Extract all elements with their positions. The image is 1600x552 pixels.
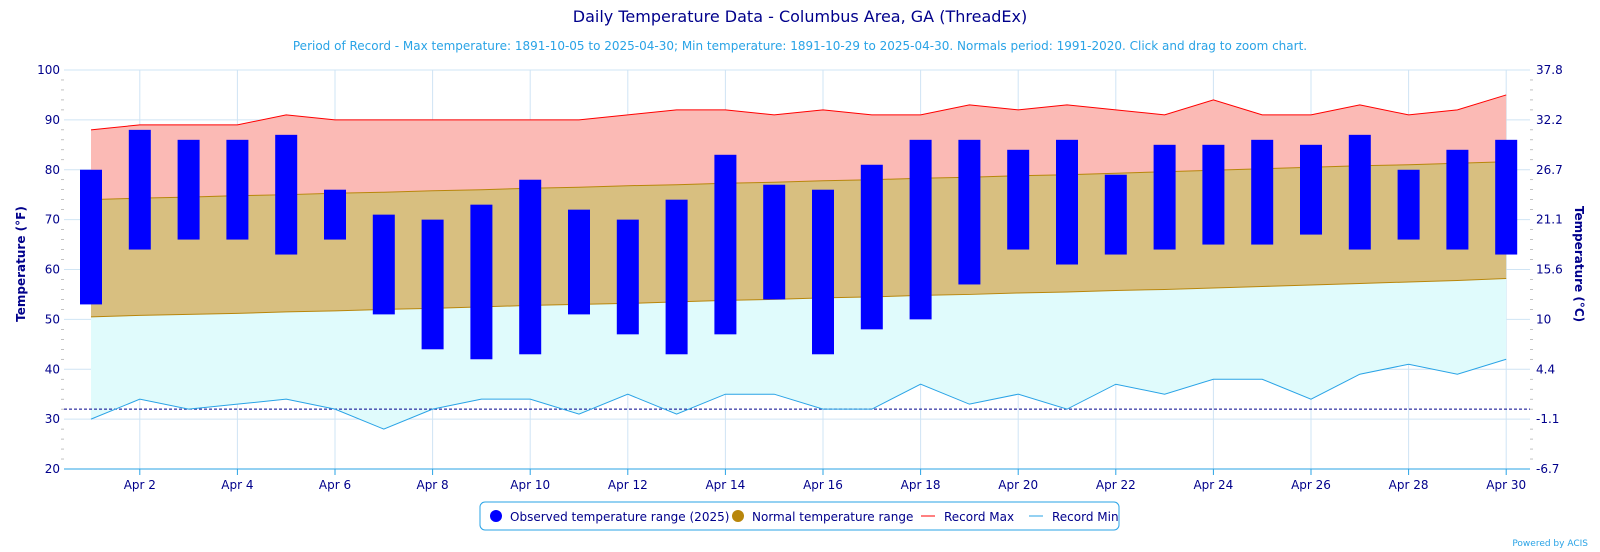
- observed-range-bar[interactable]: [275, 134, 298, 255]
- x-tick-label: Apr 22: [1096, 478, 1136, 492]
- y2-tick-label: 21.1: [1536, 213, 1563, 227]
- observed-range-bar[interactable]: [568, 209, 590, 315]
- observed-range-bar[interactable]: [324, 189, 346, 240]
- y2-tick-label: 15.6: [1536, 263, 1563, 277]
- record-min-line[interactable]: [90, 358, 1507, 430]
- y-tick-label: 100: [37, 63, 60, 77]
- observed-range-bar[interactable]: [1153, 144, 1176, 250]
- observed-range-bar[interactable]: [714, 154, 737, 335]
- observed-range-bar[interactable]: [1300, 144, 1322, 235]
- y-tick-label: 20: [45, 462, 60, 476]
- x-tick-label: Apr 24: [1193, 478, 1233, 492]
- legend-observed-swatch[interactable]: [490, 510, 502, 522]
- record-max-line[interactable]: [90, 94, 1507, 131]
- record-max-band: [91, 94, 1507, 200]
- observed-range-bar[interactable]: [958, 139, 981, 285]
- y-tick-label: 60: [45, 263, 60, 277]
- y-axis-right: -6.7 -1.1 4.4 10 15.6 21.1 26.7 32.2 37.8: [1536, 63, 1563, 476]
- observed-range-bar[interactable]: [1056, 139, 1078, 265]
- x-tick-label: Apr 16: [803, 478, 843, 492]
- y-tick-label: 80: [45, 163, 60, 177]
- observed-range-bar[interactable]: [177, 139, 200, 240]
- record-lines: [64, 94, 1530, 430]
- credit-link[interactable]: Powered by ACIS: [1512, 539, 1588, 549]
- legend-observed-label[interactable]: Observed temperature range (2025): [510, 510, 729, 524]
- y-tick-label: 50: [45, 312, 60, 326]
- plot-areas: [90, 94, 1507, 430]
- x-tick-label: Apr 18: [901, 478, 941, 492]
- observed-range-bar[interactable]: [1495, 139, 1518, 255]
- y2-tick-label: 32.2: [1536, 113, 1563, 127]
- y2-tick-label: -6.7: [1536, 462, 1559, 476]
- chart-title: Daily Temperature Data - Columbus Area, …: [573, 7, 1027, 26]
- observed-range-bar[interactable]: [665, 199, 688, 355]
- observed-range-bar[interactable]: [909, 139, 932, 320]
- observed-range-bar[interactable]: [519, 179, 542, 355]
- x-tick-label: Apr 10: [510, 478, 550, 492]
- observed-range-bar[interactable]: [421, 219, 444, 350]
- y-tick-label: 70: [45, 213, 60, 227]
- observed-range-bar[interactable]: [128, 129, 151, 250]
- x-axis: Apr 2 Apr 4 Apr 6 Apr 8 Apr 10 Apr 12 Apr 14 Ap…: [124, 478, 1526, 492]
- x-tick-label: Apr 8: [416, 478, 448, 492]
- y2-tick-label: 26.7: [1536, 163, 1563, 177]
- legend-normal-label[interactable]: Normal temperature range: [752, 510, 913, 524]
- observed-bars: [80, 129, 1518, 360]
- observed-range-bar[interactable]: [1202, 144, 1225, 245]
- legend-normal-swatch[interactable]: [732, 510, 744, 522]
- observed-range-bar[interactable]: [1104, 174, 1127, 255]
- observed-range-bar[interactable]: [470, 204, 493, 360]
- observed-range-bar[interactable]: [860, 164, 883, 330]
- y-axis-left: 20 30 40 50 60 70 80 90 100: [37, 63, 60, 476]
- y2-tick-label: 4.4: [1536, 362, 1555, 376]
- x-tick-label: Apr 14: [705, 478, 745, 492]
- x-tick-label: Apr 30: [1486, 478, 1526, 492]
- y-tick-label: 40: [45, 362, 60, 376]
- x-tick-label: Apr 26: [1291, 478, 1331, 492]
- legend-record-max-label[interactable]: Record Max: [944, 510, 1014, 524]
- chart-subtitle: Period of Record - Max temperature: 1891…: [293, 39, 1307, 53]
- y-tick-label: 90: [45, 113, 60, 127]
- legend: Observed temperature range (2025) Normal…: [479, 501, 1120, 531]
- y2-tick-label: 37.8: [1536, 63, 1563, 77]
- observed-range-bar[interactable]: [812, 189, 834, 355]
- observed-range-bar[interactable]: [1251, 139, 1274, 245]
- y-tick-label: 30: [45, 412, 60, 426]
- x-tick-label: Apr 28: [1389, 478, 1429, 492]
- y2-axis-title: Temperature (°C): [1572, 206, 1586, 322]
- observed-range-bar[interactable]: [1007, 149, 1030, 250]
- legend-record-min-label[interactable]: Record Min: [1052, 510, 1119, 524]
- y2-tick-label: 10: [1536, 312, 1551, 326]
- observed-range-bar[interactable]: [1446, 149, 1469, 250]
- observed-range-bar[interactable]: [226, 139, 249, 240]
- observed-range-bar[interactable]: [1397, 169, 1420, 240]
- x-tick-label: Apr 2: [124, 478, 156, 492]
- observed-range-bar[interactable]: [763, 184, 786, 300]
- normal-range-band: [91, 161, 1507, 317]
- x-tick-label: Apr 12: [608, 478, 648, 492]
- y2-tick-label: -1.1: [1536, 412, 1559, 426]
- observed-range-bar[interactable]: [80, 169, 102, 305]
- y-axis-title: Temperature (°F): [14, 206, 28, 322]
- observed-range-bar[interactable]: [616, 219, 639, 335]
- observed-range-bar[interactable]: [372, 214, 395, 315]
- x-tick-label: Apr 6: [319, 478, 351, 492]
- normal-low-line: [90, 277, 1507, 318]
- x-tick-label: Apr 4: [221, 478, 253, 492]
- x-tick-label: Apr 20: [998, 478, 1038, 492]
- observed-range-bar[interactable]: [1348, 134, 1371, 250]
- legend-box: [479, 501, 1120, 531]
